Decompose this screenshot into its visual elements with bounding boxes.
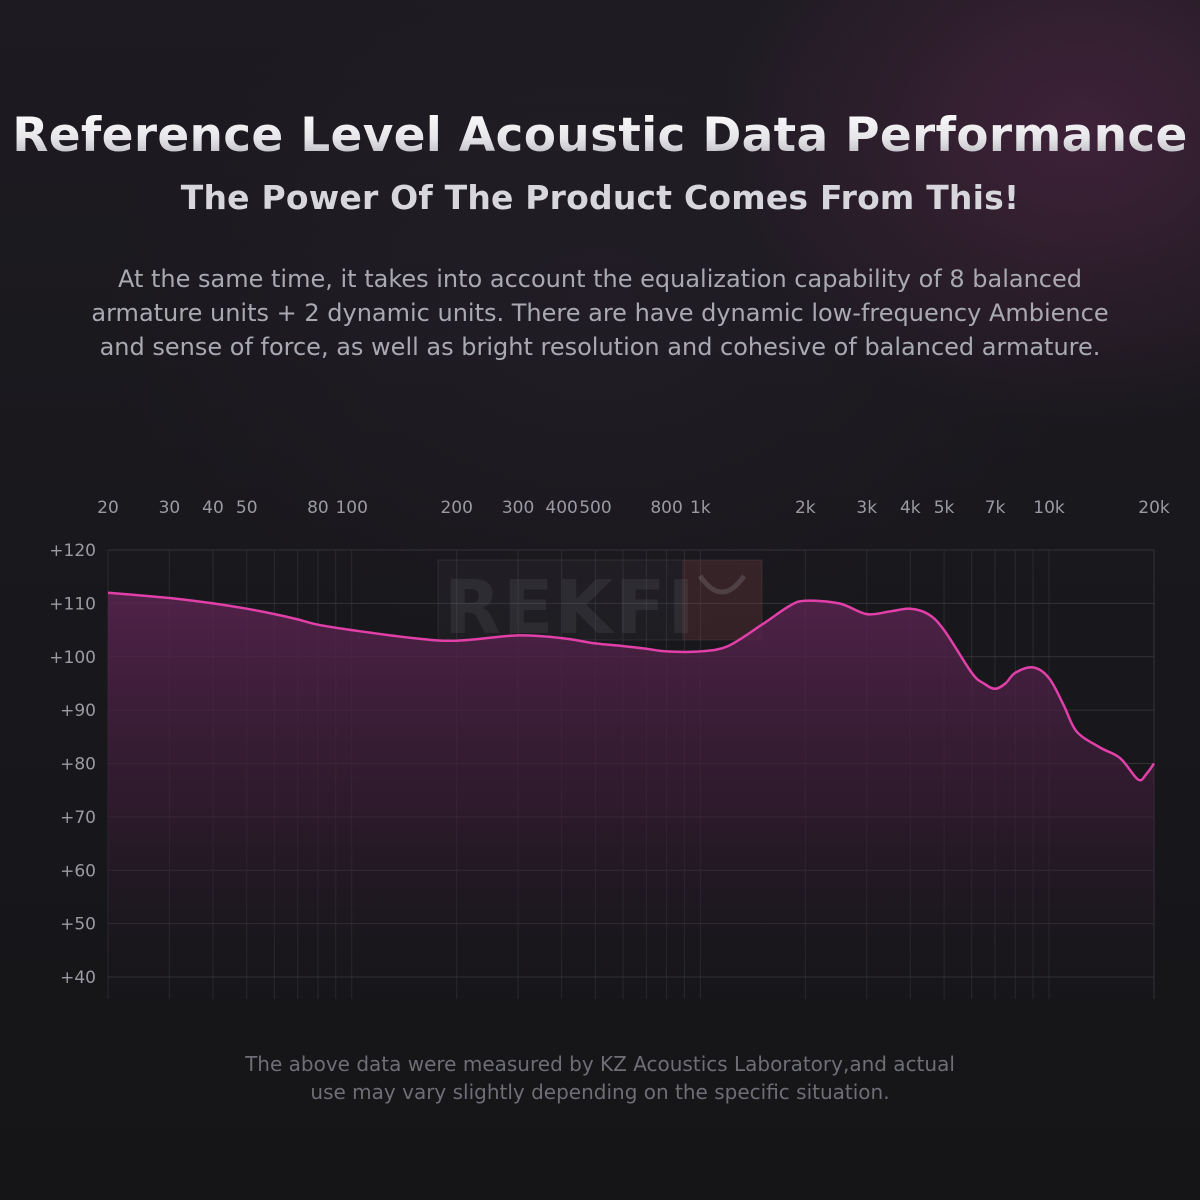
x-tick-label: 1k: [690, 498, 711, 518]
footnote-line: The above data were measured by KZ Acous…: [245, 1052, 955, 1076]
x-tick-label: 20: [97, 498, 119, 518]
x-tick-label: 80: [307, 498, 329, 518]
description-line: and sense of force, as well as bright re…: [99, 333, 1101, 361]
footnote-line: use may vary slightly depending on the s…: [310, 1080, 890, 1104]
x-tick-label: 3k: [856, 498, 877, 518]
chart-series: [107, 591, 1156, 782]
x-tick-label: 5k: [934, 498, 955, 518]
y-tick-label: +70: [60, 808, 96, 828]
x-tick-label: 10k: [1033, 498, 1065, 518]
x-tick-label: 200: [440, 498, 472, 518]
watermark-logo-block: [682, 560, 762, 640]
x-tick-label: 400: [545, 498, 577, 518]
y-tick-label: +60: [60, 861, 96, 881]
description: At the same time, it takes into account …: [60, 262, 1140, 364]
response-curve: [107, 591, 1156, 782]
y-tick-label: +50: [60, 915, 96, 935]
x-tick-label: 7k: [985, 498, 1006, 518]
x-tick-label: 40: [202, 498, 224, 518]
y-tick-label: +100: [49, 648, 96, 668]
watermark-smile-icon: [697, 574, 747, 595]
description-line: At the same time, it takes into account …: [117, 265, 1082, 293]
x-tick-label: 20k: [1138, 498, 1170, 518]
watermark-box: [437, 559, 763, 641]
y-tick-label: +120: [49, 541, 96, 561]
page-subtitle: The Power Of The Product Comes From This…: [180, 178, 1020, 217]
y-tick-label: +90: [60, 701, 96, 721]
y-axis-ticks: +120 +110 +100 +90 +80 +70 +60 +50 +40: [49, 541, 96, 988]
x-axis-ticks: 20 30 40 50 80 100 200 300 400 500 800 1k 2k 3k 4k 5k 7k…: [97, 498, 1170, 518]
y-tick-label: +80: [60, 755, 96, 775]
chart-area: [108, 592, 1154, 999]
x-tick-label: 100: [335, 498, 367, 518]
x-tick-label: 50: [236, 498, 258, 518]
frequency-response-chart: REKFI 20 30 40 50 80 100 200 300 400 500 800 1k 2k 3k…: [49, 498, 1170, 999]
description-line: armature units + 2 dynamic units. There …: [91, 299, 1109, 327]
x-tick-label: 30: [159, 498, 181, 518]
x-tick-label: 2k: [795, 498, 816, 518]
watermark-text: REKFI: [444, 565, 697, 651]
x-tick-label: 800: [650, 498, 682, 518]
y-tick-label: +110: [49, 594, 96, 614]
x-tick-label: 300: [502, 498, 534, 518]
x-tick-label: 4k: [900, 498, 921, 518]
watermark: REKFI: [437, 559, 763, 651]
footnote: The above data were measured by KZ Acous…: [0, 1050, 1200, 1106]
x-tick-label: 500: [579, 498, 611, 518]
y-tick-label: +40: [60, 968, 96, 988]
page-title: Reference Level Acoustic Data Performanc…: [0, 108, 1200, 163]
response-area-fill: [108, 592, 1154, 999]
